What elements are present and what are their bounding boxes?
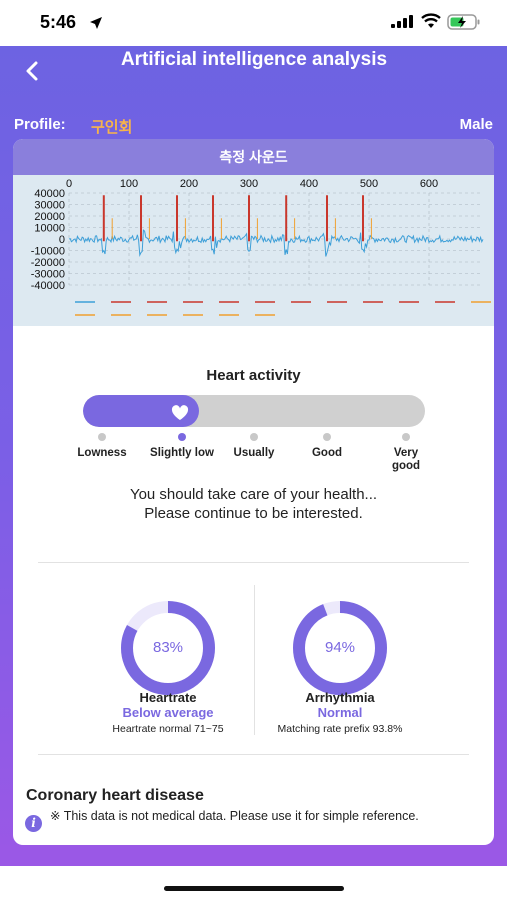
y-tick-label: -10000 (31, 246, 65, 258)
level-label: Slightly low (150, 447, 214, 459)
card-header: 측정 사운드 (13, 139, 494, 175)
heartrate-gauge (121, 601, 215, 695)
ecg-chart-svg: 400003000020000100000-10000-20000-30000-… (31, 178, 491, 316)
back-button[interactable] (22, 60, 44, 82)
x-tick-label: 200 (180, 178, 198, 190)
level-dot (402, 433, 410, 441)
level-dot-active (178, 433, 186, 441)
ecg-signal-line (68, 229, 484, 258)
profile-label: Profile: (14, 116, 66, 133)
status-time: 5:46 (40, 12, 77, 32)
x-tick-label: 100 (120, 178, 138, 190)
level-usually: Usually (219, 433, 289, 460)
arrhythmia-percent: 94% (324, 639, 356, 656)
heart-icon (171, 405, 189, 420)
divider-vertical (254, 585, 255, 735)
y-tick-label: 20000 (34, 211, 65, 223)
divider-bottom (38, 754, 469, 755)
level-good: Good (292, 433, 362, 460)
level-label: Lowness (77, 447, 127, 459)
health-advice: You should take care of your health... P… (13, 485, 494, 523)
level-label: Very good (391, 447, 421, 472)
level-label: Usually (233, 447, 275, 459)
battery-charging-icon (447, 14, 480, 30)
coronary-title: Coronary heart disease (26, 787, 204, 804)
y-tick-label: -30000 (31, 269, 65, 281)
status-bar: 5:46 (0, 0, 507, 46)
advice-line-2: Please continue to be interested. (144, 505, 363, 522)
level-dot (323, 433, 331, 441)
home-indicator (164, 886, 344, 891)
location-arrow-icon (90, 17, 102, 29)
page-title: Artificial intelligence analysis (120, 49, 388, 70)
disclaimer-text: ※ This data is not medical data. Please … (50, 809, 419, 823)
level-slightly-low: Slightly low (147, 433, 217, 460)
y-tick-label: 30000 (34, 200, 65, 212)
arrhythmia-gauge (293, 601, 387, 695)
level-very-good: Very good (371, 433, 441, 473)
y-tick-label: 10000 (34, 223, 65, 235)
wifi-icon (421, 13, 441, 28)
heart-activity-title: Heart activity (206, 367, 301, 384)
x-tick-label: 300 (240, 178, 258, 190)
y-tick-label: -20000 (31, 257, 65, 269)
x-tick-label: 600 (420, 178, 438, 190)
chevron-left-icon (26, 61, 38, 81)
heartrate-status: Below average (122, 705, 214, 720)
heart-activity-bar (83, 395, 425, 427)
y-tick-label: 0 (59, 234, 65, 246)
y-tick-label: -40000 (31, 280, 65, 292)
analysis-card: 측정 사운드 40000 30000 20000 10000 0 -10000 -20000… (13, 139, 494, 845)
heartrate-note: Heartrate normal 71~75 (112, 723, 224, 735)
level-dot (98, 433, 106, 441)
cellular-signal-icon (391, 15, 413, 28)
arrhythmia-status: Normal (317, 705, 363, 720)
profile-gender: Male (459, 116, 493, 133)
arrhythmia-note: Matching rate prefix 93.8% (277, 723, 403, 735)
profile-name: 구인회 (91, 119, 133, 136)
advice-line-1: You should take care of your health... (129, 486, 378, 503)
info-icon[interactable]: i (25, 815, 42, 832)
ecg-sound-chart: 40000 30000 20000 10000 0 -10000 -20000 -30000-… (13, 175, 494, 326)
heartrate-percent: 83% (152, 639, 184, 656)
level-label: Good (311, 447, 343, 459)
arrhythmia-label: Arrhythmia (305, 690, 375, 705)
divider-top (38, 562, 469, 563)
x-tick-label: 500 (360, 178, 378, 190)
y-tick-label: 40000 (34, 188, 65, 200)
x-tick-label: 0 (66, 178, 72, 190)
level-dot (250, 433, 258, 441)
level-lowness: Lowness (67, 433, 137, 460)
x-tick-label: 400 (300, 178, 318, 190)
heartrate-label: Heartrate (139, 690, 197, 705)
